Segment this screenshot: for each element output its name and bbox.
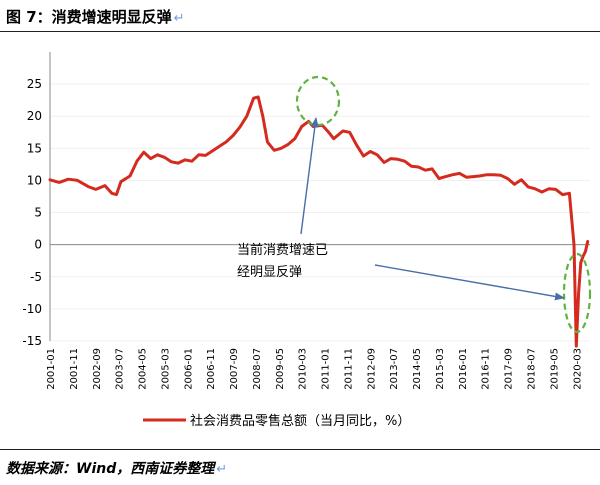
x-tick-labels: 2001-01 2001-11 2002-09 2003-07 2004-05 2005-… [46, 348, 583, 390]
x-tick-label: 2010-03 [298, 348, 309, 390]
y-tick-label: 5 [34, 206, 42, 220]
x-tick-label: 2013-07 [389, 348, 400, 390]
source-note: 数据来源：Wind，西南证券整理 ↵ [6, 461, 228, 477]
x-tick-label: 2001-11 [69, 348, 80, 390]
y-tick-label: -10 [22, 302, 42, 316]
y-tick-label: -5 [30, 270, 42, 284]
x-tick-label: 2015-03 [435, 348, 446, 390]
y-tick-label: 0 [34, 238, 42, 252]
x-tick-label: 2006-11 [206, 348, 217, 390]
x-tick-label: 2009-05 [275, 348, 286, 390]
series-line-retail-sales [48, 95, 590, 348]
x-tick-label: 2005-03 [160, 348, 171, 390]
annotation-arrow-up [300, 117, 319, 235]
highlight-circle-2020 [562, 252, 592, 334]
x-tick-label: 2003-07 [115, 348, 126, 390]
annotation-line-1: 当前消费增速已 [237, 242, 328, 258]
x-tick-label: 2012-09 [366, 348, 377, 390]
top-rule [0, 31, 600, 32]
x-tick-label: 2019-05 [549, 348, 560, 390]
y-tick-label: -15 [22, 334, 42, 348]
annotation-arrow-right [374, 264, 565, 301]
x-tick-label: 2016-11 [481, 348, 492, 390]
x-tick-label: 2020-03 [572, 348, 583, 390]
x-tick-label: 2004-05 [138, 348, 149, 390]
x-tick-label: 2016-01 [458, 348, 469, 390]
x-tick-label: 2017-09 [504, 348, 515, 390]
y-tick-labels: 25 20 15 10 5 0 -5 -10 -15 [22, 77, 42, 348]
return-mark-icon: ↵ [173, 11, 185, 26]
legend-label: 社会消费品零售总额（当月同比，%） [190, 413, 410, 429]
bottom-rule [0, 449, 600, 450]
x-tick-label: 2001-01 [46, 348, 57, 390]
y-tick-label: 10 [27, 173, 42, 187]
y-tick-label: 20 [27, 109, 42, 123]
x-tick-label: 2014-05 [412, 348, 423, 390]
x-tick-label: 2002-09 [92, 348, 103, 390]
y-tick-label: 25 [27, 77, 42, 91]
x-tick-label: 2008-07 [252, 348, 263, 390]
y-gridlines [50, 83, 590, 342]
x-tick-label: 2018-07 [527, 348, 538, 390]
return-mark-icon: ↵ [216, 462, 228, 477]
x-tick-label: 2007-09 [229, 348, 240, 390]
x-tick-label: 2011-01 [321, 348, 332, 390]
annotation-line-2: 经明显反弹 [237, 265, 302, 280]
y-tick-label: 15 [27, 141, 42, 155]
figure-title: 图 7：消费增速明显反弹 ↵ [6, 8, 185, 26]
x-tick-label: 2011-11 [343, 348, 354, 390]
x-tick-label: 2006-01 [183, 348, 194, 390]
